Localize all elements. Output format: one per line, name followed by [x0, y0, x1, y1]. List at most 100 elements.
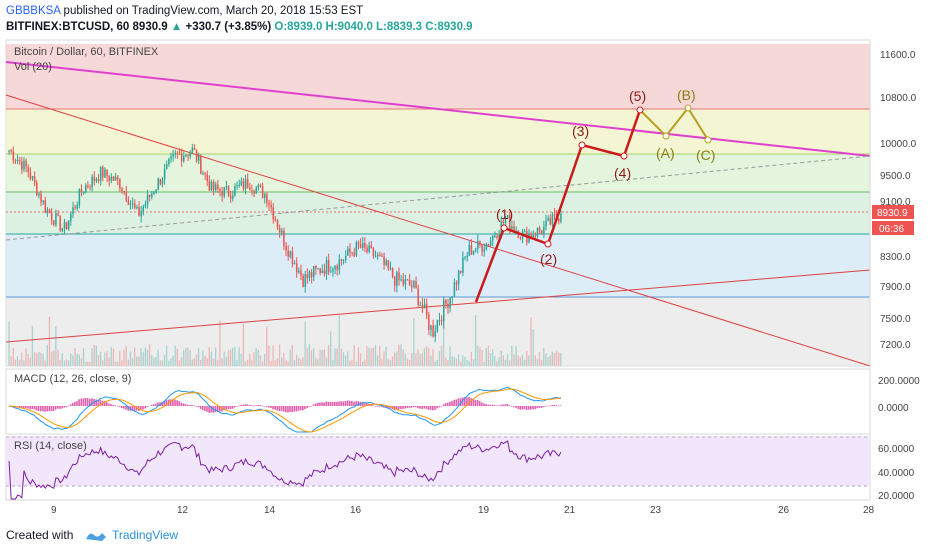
candle-body — [82, 191, 85, 193]
volume-bar — [440, 345, 443, 366]
candle-body — [479, 240, 481, 245]
macd-histogram-bar — [400, 406, 402, 410]
volume-bar — [387, 359, 389, 366]
macd-signal-line — [9, 388, 561, 433]
volume-bar — [521, 354, 524, 366]
macd-histogram-bar — [253, 405, 255, 407]
macd-histogram-bar — [152, 404, 155, 406]
volume-bar — [195, 354, 198, 366]
macd-histogram-bar — [506, 404, 509, 406]
macd-histogram-bar — [429, 406, 432, 410]
volume-bars — [8, 315, 562, 366]
macd-histogram-bar — [319, 402, 321, 406]
candle-body — [421, 304, 424, 309]
price-chart[interactable]: (1) (2) (3) (4) (5) (A) (B) (C) 11600.0 … — [0, 0, 932, 520]
author-link[interactable]: GBBBKSA — [6, 5, 61, 17]
candle-body — [425, 304, 428, 316]
candle-body — [558, 218, 560, 222]
volume-bar — [398, 344, 400, 366]
volume-bar — [82, 348, 85, 366]
price-change: +330.7 (+3.85%) — [185, 21, 272, 33]
macd-histogram-bar — [67, 405, 70, 407]
candle-body — [411, 285, 413, 288]
candle-body — [355, 242, 358, 256]
volume-bar — [455, 358, 458, 366]
wave-impulse-path[interactable] — [474, 109, 642, 303]
candle-body — [263, 194, 266, 198]
candle-body — [225, 185, 228, 188]
footer: Created with TradingView — [0, 520, 932, 550]
price-tick: 7500.0 — [880, 314, 911, 325]
volume-bar — [129, 351, 132, 366]
candle-body — [430, 325, 432, 330]
volume-bar — [276, 358, 279, 366]
macd-histogram-bar — [498, 405, 500, 407]
volume-bar — [379, 345, 381, 366]
candle-body — [389, 268, 392, 270]
macd-pane[interactable] — [5, 368, 871, 435]
wave-label-3: (3) — [572, 123, 589, 139]
volume-bar — [553, 352, 556, 366]
candle-body — [87, 185, 89, 187]
candle-body — [253, 191, 255, 194]
macd-histogram-bar — [74, 401, 76, 406]
candle-body — [50, 213, 53, 221]
time-tick: 9 — [51, 505, 57, 516]
candle-body — [445, 300, 447, 304]
candle-body — [502, 221, 505, 223]
price-axis[interactable]: 11600.0 10800.0 10000.0 9500.0 9100.0 83… — [880, 50, 917, 351]
tradingview-brand-link[interactable]: TradingView — [112, 528, 179, 542]
volume-bar — [189, 349, 191, 366]
volume-bar — [197, 348, 200, 366]
candle-body — [540, 230, 543, 234]
time-axis[interactable]: 9 12 14 16 19 21 23 26 28 — [51, 505, 875, 516]
volume-bar — [146, 349, 149, 366]
wave-correction-path[interactable] — [639, 106, 709, 141]
macd-histogram-bar — [272, 406, 274, 410]
volume-bar — [99, 351, 102, 366]
candle-body — [543, 226, 545, 234]
macd-histogram-bar — [508, 405, 511, 406]
macd-histogram-bar — [489, 404, 492, 406]
channel-top-line[interactable] — [5, 61, 871, 157]
volume-bar — [278, 344, 281, 366]
candle-body — [321, 270, 324, 274]
candle-body — [134, 203, 136, 208]
volume-bar — [112, 348, 115, 366]
macd-histogram-bar — [449, 401, 451, 406]
dashed-trendline[interactable] — [5, 155, 871, 241]
volume-bar — [46, 344, 48, 366]
macd-histogram-bar — [397, 406, 400, 410]
volume-bar — [496, 360, 498, 366]
candle-body — [76, 205, 79, 209]
descending-trendline[interactable] — [5, 94, 871, 367]
macd-histogram-bar — [536, 406, 539, 409]
candle-body — [157, 179, 159, 190]
volume-bar — [206, 358, 208, 366]
macd-histogram-bar — [553, 404, 556, 406]
volume-bar — [287, 361, 289, 366]
price-tick: 10000.0 — [880, 139, 917, 150]
volume-bar — [534, 355, 536, 366]
macd-histogram-bar — [287, 406, 289, 413]
ohlc-values: O:8939.0 H:9040.0 L:8839.3 C:8930.9 — [274, 21, 473, 33]
candle-body — [18, 160, 21, 162]
symbol-name: BITFINEX:BTCUSD, 60 — [6, 21, 130, 33]
volume-bar — [110, 346, 112, 366]
candle-body — [315, 266, 317, 269]
candle-body — [208, 180, 211, 191]
macd-histogram-bar — [54, 406, 57, 410]
macd-histogram-bar — [50, 406, 53, 412]
macd-histogram-bar — [542, 406, 545, 408]
volume-bar — [183, 350, 185, 366]
volume-bar — [489, 353, 492, 366]
time-tick: 28 — [863, 505, 875, 516]
candle-body — [417, 288, 419, 306]
volume-bar — [202, 351, 204, 366]
macd-histogram-bar — [285, 406, 287, 413]
ascending-trendline[interactable] — [5, 269, 871, 343]
main-pane-title: Bitcoin / Dollar, 60, BITFINEX — [14, 46, 159, 58]
macd-histogram-bar — [521, 406, 524, 410]
volume-bar — [513, 354, 515, 366]
macd-histogram-bar — [146, 406, 149, 407]
